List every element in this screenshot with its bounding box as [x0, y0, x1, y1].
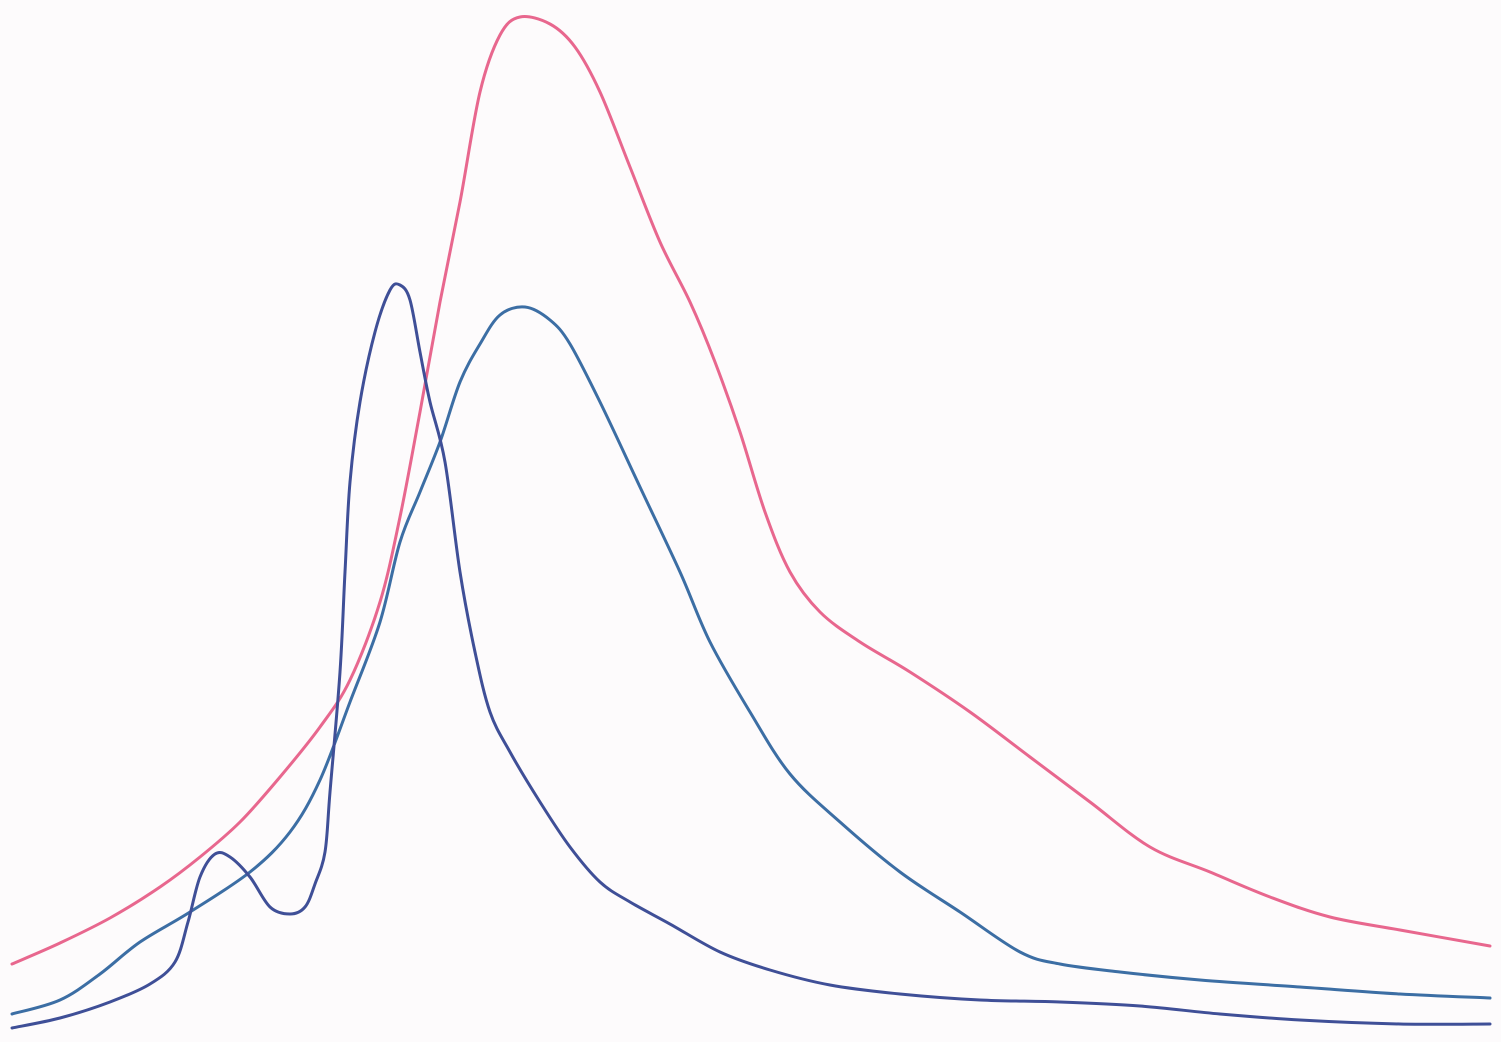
series-line-2 — [10, 305, 1492, 1016]
series-line-3 — [10, 282, 1492, 1030]
series-layer — [10, 15, 1492, 1030]
series-line-1 — [10, 15, 1492, 966]
